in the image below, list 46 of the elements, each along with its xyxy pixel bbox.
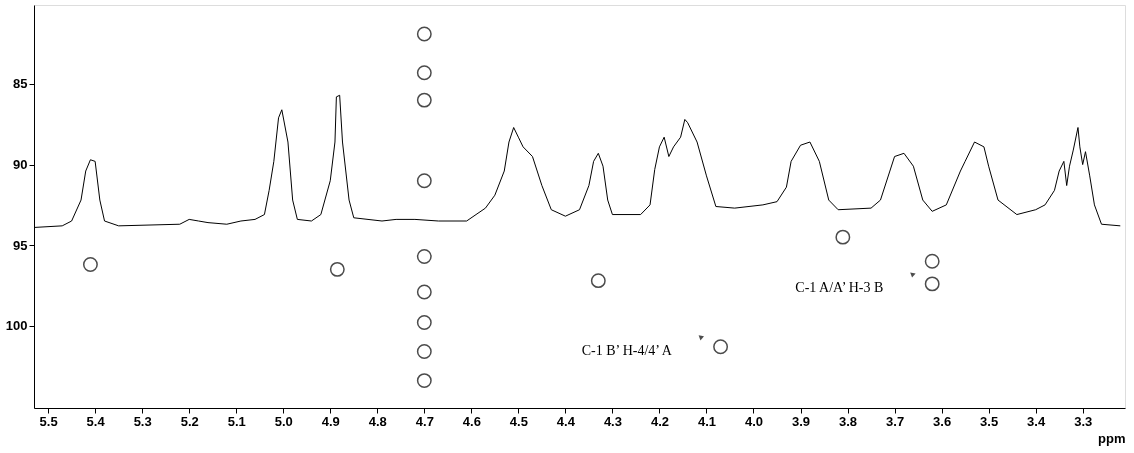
x-tick-label: 3.5 xyxy=(980,413,999,429)
point xyxy=(416,173,432,189)
point xyxy=(416,284,432,300)
x-tick-label: 3.9 xyxy=(791,413,811,429)
x-tick-label: 4.2 xyxy=(650,413,669,429)
point xyxy=(924,276,940,292)
x-tick-label: 3.7 xyxy=(886,413,905,429)
x-tick-label: 4.7 xyxy=(415,413,434,429)
point xyxy=(590,273,606,289)
point xyxy=(416,315,432,331)
x-tick-label: 5.5 xyxy=(39,413,58,429)
point xyxy=(713,339,729,355)
point xyxy=(416,92,432,108)
x-tick-label: 4.0 xyxy=(744,413,764,429)
x-tick-label: 4.8 xyxy=(368,413,387,429)
x-tick-label: 3.3 xyxy=(1074,413,1093,429)
annotation: C-1 A/A’ H-3 B xyxy=(795,280,884,296)
x-tick-label: 5.0 xyxy=(274,413,293,429)
x-tick-label: 5.3 xyxy=(133,413,152,429)
point xyxy=(416,249,432,264)
x-tick-label: 5.4 xyxy=(86,413,106,429)
point xyxy=(416,26,432,42)
x-tick-label: 4.3 xyxy=(603,413,622,429)
point xyxy=(82,257,98,272)
x-tick-label: 4.4 xyxy=(556,413,576,429)
annotation: C-1 B’ H-4/4’ A xyxy=(581,343,673,359)
x-tick-label: 3.4 xyxy=(1027,413,1046,429)
point xyxy=(416,344,432,360)
x-tick-label: 4.1 xyxy=(697,413,717,429)
x-axis-title: ppm xyxy=(1098,430,1126,446)
x-tick-label: 5.2 xyxy=(180,413,199,429)
point xyxy=(835,229,851,245)
x-tick-label: 5.1 xyxy=(227,413,246,429)
point xyxy=(416,65,432,81)
x-tick-label: 3.6 xyxy=(933,413,952,429)
y-tick-label: 85 xyxy=(13,76,28,92)
y-tick-label: 90 xyxy=(13,157,28,173)
y-tick-label: 95 xyxy=(13,237,28,253)
x-tick-label: 4.9 xyxy=(321,413,340,429)
point xyxy=(924,253,940,269)
x-tick-label: 4.5 xyxy=(509,413,528,429)
y-tick-label: 100 xyxy=(5,318,28,334)
point xyxy=(329,261,345,277)
point xyxy=(416,373,432,389)
x-tick-label: 3.8 xyxy=(839,413,858,429)
x-tick-label: 4.6 xyxy=(462,413,481,429)
